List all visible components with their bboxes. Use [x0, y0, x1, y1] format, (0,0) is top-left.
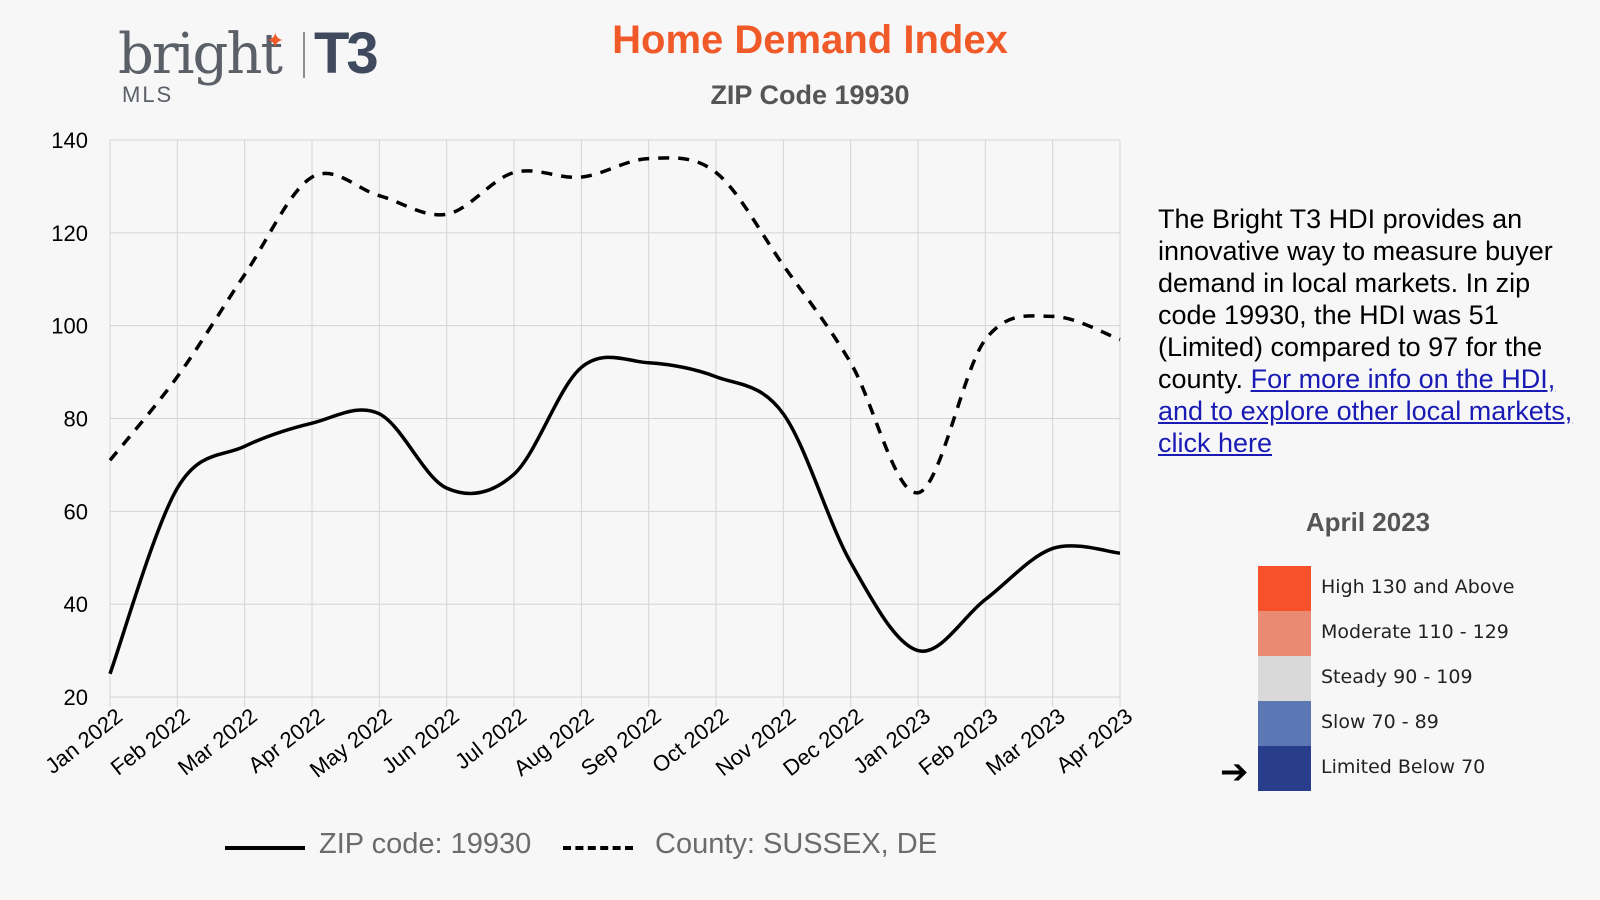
dashed-line-swatch: [563, 846, 633, 850]
legend-item-limited: Limited Below 70: [1258, 746, 1578, 791]
legend-label: High 130 and Above: [1321, 576, 1515, 598]
legend-county-label: County: SUSSEX, DE: [655, 828, 938, 860]
series-legend: ZIP code: 19930 County: SUSSEX, DE: [225, 828, 1025, 868]
legend-swatch: [1258, 656, 1311, 701]
description-text: The Bright T3 HDI provides an innovative…: [1158, 204, 1553, 394]
legend-swatch: [1258, 611, 1311, 656]
zip-series-line: [108, 355, 1121, 675]
legend-title: April 2023: [1305, 507, 1431, 537]
sparkle-icon: ✦: [266, 28, 285, 53]
logo-divider: [303, 32, 305, 78]
y-tick-label: 80: [64, 407, 88, 432]
legend-label: Steady 90 - 109: [1321, 666, 1473, 688]
logo-mls-text: MLS: [122, 82, 174, 107]
y-tick-label: 20: [64, 685, 88, 710]
county-series-line: [108, 156, 1121, 495]
y-tick-label: 140: [51, 128, 88, 153]
right-arrow-icon: ➔: [1220, 753, 1249, 791]
legend-swatch: [1258, 746, 1311, 791]
chart-title: Home Demand Index: [612, 18, 1008, 62]
legend-swatch: [1258, 701, 1311, 746]
chart-subtitle: ZIP Code 19930: [710, 80, 910, 110]
legend-swatch: [1258, 566, 1311, 611]
solid-line-swatch: [225, 846, 305, 850]
x-tick-label: Apr 2023: [1051, 703, 1137, 778]
y-tick-label: 120: [51, 221, 88, 246]
chart-grid: [109, 139, 1121, 707]
legend-item-high: High 130 and Above: [1258, 566, 1578, 611]
y-tick-label: 60: [64, 499, 88, 524]
x-tick-label: Jun 2022: [377, 703, 464, 778]
logo-bright-text: bright: [118, 22, 283, 87]
bright-t3-logo: bright ✦ MLS T3: [118, 21, 398, 112]
legend-zip-label: ZIP code: 19930: [319, 828, 532, 860]
legend-label: Limited Below 70: [1321, 756, 1486, 778]
chart-series: [108, 156, 1121, 675]
legend-item-moderate: Moderate 110 - 129: [1258, 611, 1578, 656]
hdi-description: The Bright T3 HDI provides an innovative…: [1158, 203, 1583, 459]
y-tick-label: 100: [51, 314, 88, 339]
y-tick-label: 40: [64, 592, 88, 617]
more-info-link[interactable]: For more info on the HDI, and to explore…: [1158, 364, 1573, 458]
legend-label: Slow 70 - 89: [1321, 711, 1439, 733]
legend-label: Moderate 110 - 129: [1321, 621, 1509, 643]
logo-t3-text: T3: [314, 21, 379, 86]
legend-item-steady: Steady 90 - 109: [1258, 656, 1578, 701]
legend-item-slow: Slow 70 - 89: [1258, 701, 1578, 746]
